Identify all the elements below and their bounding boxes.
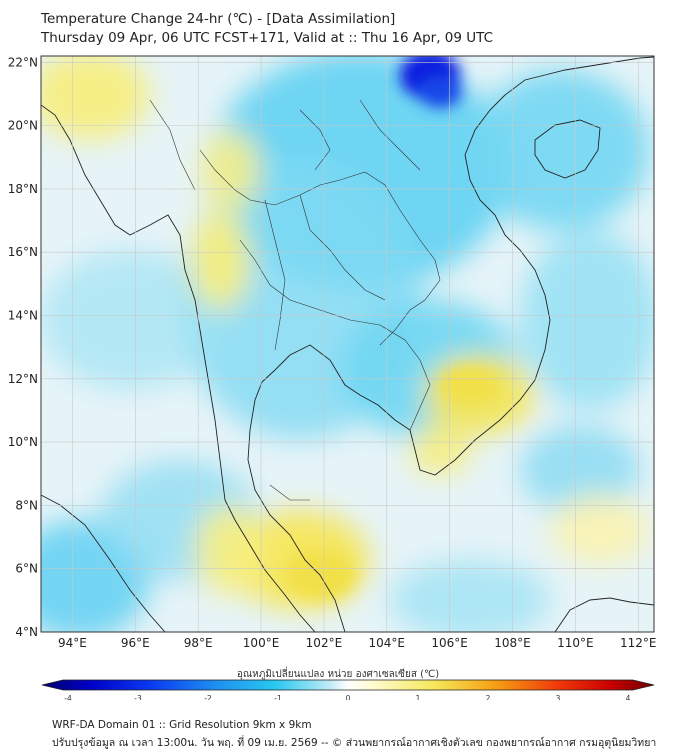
lon-tick-label: 96°E — [121, 636, 150, 650]
lat-tick-label: 16°N — [8, 245, 38, 259]
lat-tick-label: 6°N — [15, 562, 38, 576]
lat-tick-label: 12°N — [8, 372, 38, 386]
lon-tick-label: 106°E — [431, 636, 468, 650]
footer-model-info: WRF-DA Domain 01 :: Grid Resolution 9km … — [52, 719, 312, 731]
colorbar-tick-label: 0 — [346, 694, 351, 700]
temperature-field — [41, 56, 654, 632]
lat-tick-label: 18°N — [8, 182, 38, 196]
temperature-change-map: 22°N 20°N 18°N 16°N 14°N 12°N 10°N 8°N 6°N 4°N 94… — [8, 55, 657, 700]
colorbar-tick-label: 4 — [626, 694, 631, 700]
lon-tick-label: 108°E — [494, 636, 531, 650]
map-title: Temperature Change 24-hr (℃) - [Data Ass… — [41, 11, 396, 27]
lon-tick-label: 100°E — [243, 636, 280, 650]
coastlines — [41, 56, 654, 632]
latitude-labels: 22°N 20°N 18°N 16°N 14°N 12°N 10°N 8°N 6°N 4°N — [8, 55, 38, 639]
lon-tick-label: 112°E — [620, 636, 657, 650]
lon-tick-label: 104°E — [369, 636, 406, 650]
map-subtitle: Thursday 09 Apr, 06 UTC FCST+171, Valid … — [41, 30, 494, 46]
map-frame — [40, 55, 655, 633]
lon-tick-label: 102°E — [306, 636, 343, 650]
colorbar-tick-label: 3 — [556, 694, 561, 700]
longitude-labels: 94°E 96°E 98°E 100°E 102°E 104°E 106°E 108°E 110… — [58, 636, 657, 650]
colorbar: -4 -3 -2 -1 0 1 2 3 4 — [41, 679, 655, 700]
colorbar-tick-label: -3 — [134, 694, 142, 700]
lat-tick-label: 14°N — [8, 309, 38, 323]
lon-tick-label: 94°E — [58, 636, 87, 650]
country-borders — [149, 99, 441, 501]
lat-tick-label: 10°N — [8, 435, 38, 449]
colorbar-tick-label: -4 — [64, 694, 72, 700]
lat-tick-label: 8°N — [15, 498, 38, 512]
lon-tick-label: 110°E — [557, 636, 594, 650]
lat-tick-label: 20°N — [8, 119, 38, 133]
footer-credits: ปรับปรุงข้อมูล ณ เวลา 13:00น. วัน พฤ. ที… — [52, 737, 657, 749]
colorbar-label: อุณหภูมิเปลี่ยนแปลง หน่วย องศาเซลเซียส (… — [236, 669, 440, 680]
lat-tick-label: 22°N — [8, 55, 38, 69]
grid-lines — [41, 56, 654, 633]
colorbar-tick-label: 1 — [416, 694, 421, 700]
lat-tick-label: 4°N — [15, 625, 38, 639]
colorbar-tick-label: -1 — [274, 694, 282, 700]
colorbar-tick-label: 2 — [486, 694, 491, 700]
lon-tick-label: 98°E — [184, 636, 213, 650]
colorbar-tick-label: -2 — [204, 694, 212, 700]
